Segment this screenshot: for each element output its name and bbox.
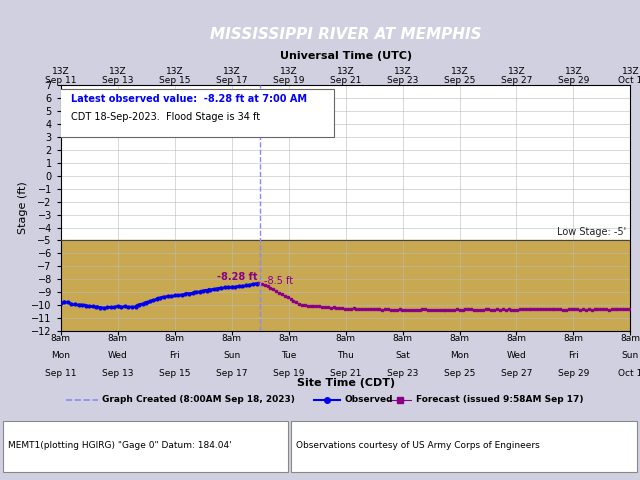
Text: Sep 23: Sep 23: [387, 76, 419, 85]
Text: Observed: Observed: [344, 395, 393, 404]
Text: 8am: 8am: [506, 334, 527, 343]
Text: 13Z: 13Z: [621, 67, 639, 76]
Text: Fri: Fri: [568, 351, 579, 360]
Text: 8am: 8am: [51, 334, 71, 343]
Text: Tue: Tue: [281, 351, 296, 360]
Text: Sep 21: Sep 21: [330, 369, 362, 378]
Text: 13Z: 13Z: [337, 67, 355, 76]
Text: 13Z: 13Z: [109, 67, 127, 76]
Text: Mon: Mon: [450, 351, 469, 360]
Text: 13Z: 13Z: [223, 67, 241, 76]
Text: 8am: 8am: [392, 334, 413, 343]
Text: Sep 11: Sep 11: [45, 76, 77, 85]
Text: 13Z: 13Z: [166, 67, 184, 76]
Text: 13Z: 13Z: [280, 67, 298, 76]
Text: 8am: 8am: [221, 334, 242, 343]
Text: Fri: Fri: [170, 351, 180, 360]
Text: Thu: Thu: [337, 351, 354, 360]
Text: Sep 23: Sep 23: [387, 369, 419, 378]
Text: -8.5 ft: -8.5 ft: [264, 276, 294, 286]
Text: Sep 15: Sep 15: [159, 76, 191, 85]
Text: 13Z: 13Z: [52, 67, 70, 76]
Text: Forecast (issued 9:58AM Sep 17): Forecast (issued 9:58AM Sep 17): [415, 395, 583, 404]
Text: Sep 17: Sep 17: [216, 369, 248, 378]
Text: Sep 17: Sep 17: [216, 76, 248, 85]
Text: CDT 18-Sep-2023.  Flood Stage is 34 ft: CDT 18-Sep-2023. Flood Stage is 34 ft: [71, 112, 260, 122]
Text: MEMT1(plotting HGIRG) "Gage 0" Datum: 184.04': MEMT1(plotting HGIRG) "Gage 0" Datum: 18…: [8, 441, 231, 450]
Y-axis label: Stage (ft): Stage (ft): [19, 182, 29, 234]
Text: Oct 1: Oct 1: [618, 76, 640, 85]
Text: Sep 15: Sep 15: [159, 369, 191, 378]
Text: Mon: Mon: [51, 351, 70, 360]
Text: 8am: 8am: [563, 334, 584, 343]
Text: 8am: 8am: [164, 334, 185, 343]
Text: Sep 27: Sep 27: [500, 76, 532, 85]
Text: Sep 13: Sep 13: [102, 76, 134, 85]
Text: Sat: Sat: [395, 351, 410, 360]
Text: Sun: Sun: [622, 351, 639, 360]
Text: 13Z: 13Z: [451, 67, 468, 76]
Text: 8am: 8am: [449, 334, 470, 343]
Text: 8am: 8am: [620, 334, 640, 343]
Text: Universal Time (UTC): Universal Time (UTC): [280, 51, 412, 60]
Bar: [3, 421, 288, 472]
Text: Oct 1: Oct 1: [618, 369, 640, 378]
Text: Sep 27: Sep 27: [500, 369, 532, 378]
Text: Latest observed value:  -8.28 ft at 7:00 AM: Latest observed value: -8.28 ft at 7:00 …: [71, 94, 307, 104]
Text: Sep 25: Sep 25: [444, 369, 476, 378]
Text: MISSISSIPPI RIVER AT MEMPHIS: MISSISSIPPI RIVER AT MEMPHIS: [210, 27, 481, 42]
Text: 13Z: 13Z: [394, 67, 412, 76]
FancyBboxPatch shape: [58, 89, 334, 137]
Text: Wed: Wed: [507, 351, 526, 360]
Text: Sep 19: Sep 19: [273, 369, 305, 378]
Text: Sep 29: Sep 29: [557, 369, 589, 378]
Text: Sep 11: Sep 11: [45, 369, 77, 378]
Text: Wed: Wed: [108, 351, 127, 360]
Text: Sep 13: Sep 13: [102, 369, 134, 378]
Text: 8am: 8am: [108, 334, 128, 343]
Text: Sun: Sun: [223, 351, 240, 360]
Text: -8.28 ft: -8.28 ft: [217, 273, 257, 282]
Text: Observations courtesy of US Army Corps of Engineers: Observations courtesy of US Army Corps o…: [296, 441, 540, 450]
Text: Sep 19: Sep 19: [273, 76, 305, 85]
Text: 8am: 8am: [278, 334, 299, 343]
Text: Low Stage: -5': Low Stage: -5': [557, 227, 626, 237]
Text: Graph Created (8:00AM Sep 18, 2023): Graph Created (8:00AM Sep 18, 2023): [102, 395, 295, 404]
Text: Sep 21: Sep 21: [330, 76, 362, 85]
Text: Site Time (CDT): Site Time (CDT): [296, 378, 395, 388]
Text: Sep 29: Sep 29: [557, 76, 589, 85]
Bar: [291, 421, 637, 472]
Text: Sep 25: Sep 25: [444, 76, 476, 85]
Text: 8am: 8am: [335, 334, 356, 343]
Text: 13Z: 13Z: [564, 67, 582, 76]
Text: 13Z: 13Z: [508, 67, 525, 76]
